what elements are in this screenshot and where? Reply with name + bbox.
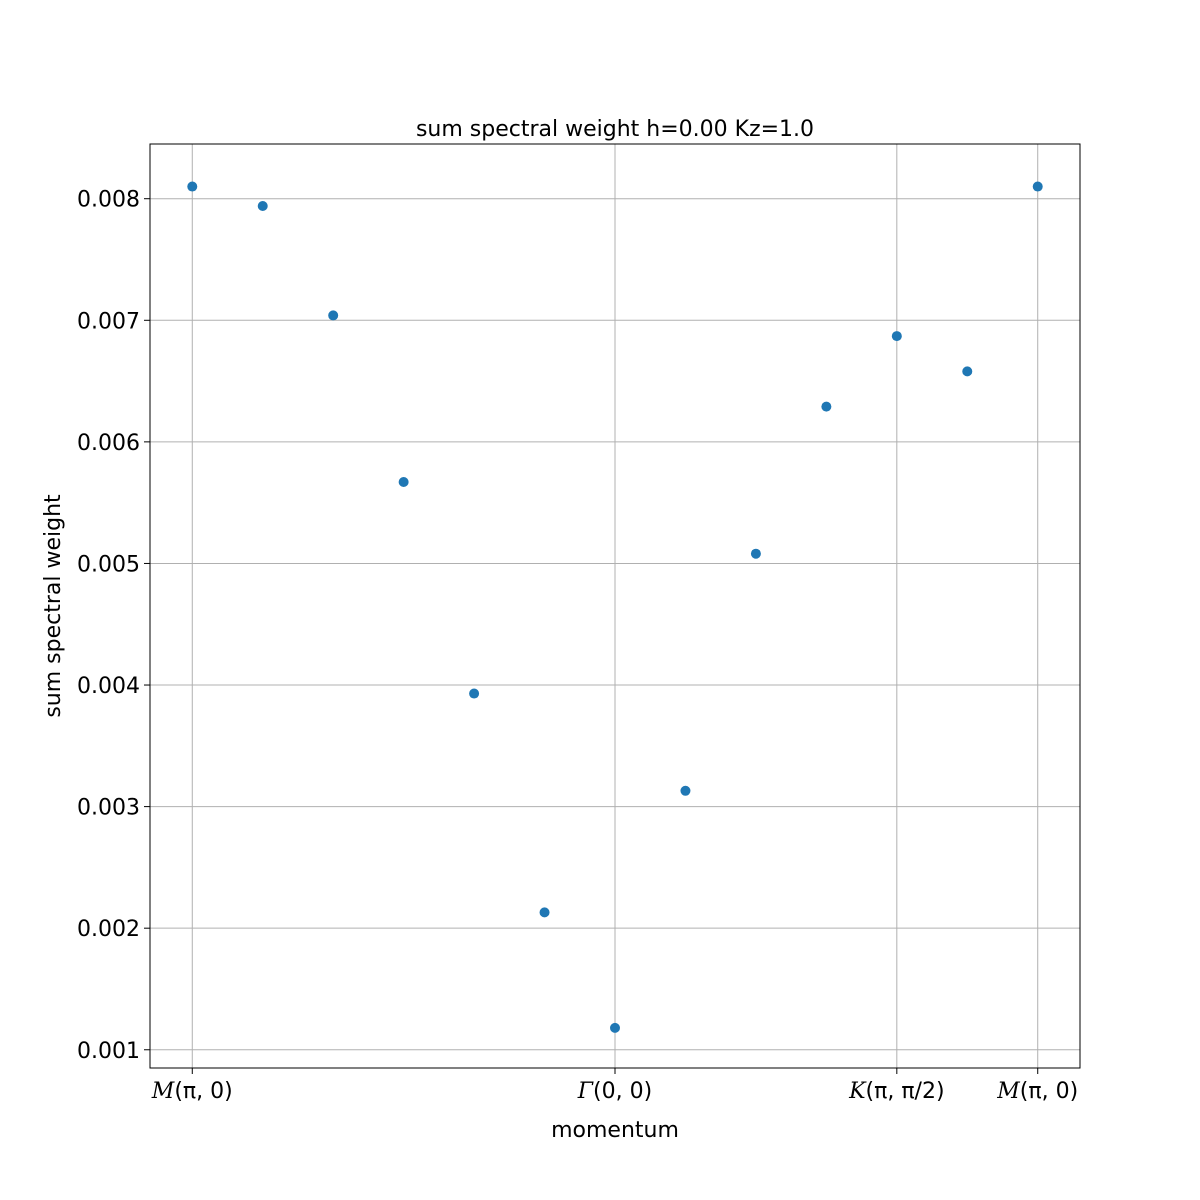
data-point [750,548,761,559]
y-tick-label: 0.006 [77,431,140,456]
x-tick-label: K(π, π/2) [848,1079,945,1104]
y-tick-label: 0.004 [77,674,140,699]
data-point [962,366,973,377]
data-point [187,181,198,192]
y-tick-label: 0.008 [77,188,140,213]
data-point [680,785,691,796]
data-points [187,181,1043,1033]
data-point [821,401,832,412]
y-tick-label: 0.002 [77,917,140,942]
y-axis-ticks: 0.001 0.002 0.003 0.004 0.005 0.006 0.007 0.008 [77,188,150,1064]
chart-title: sum spectral weight h=0.00 Kz=1.0 [416,117,814,142]
x-tick-label: M(π, 0) [151,1079,233,1104]
y-tick-label: 0.005 [77,552,140,577]
grid [150,144,1080,1068]
data-point [398,476,409,487]
y-tick-label: 0.001 [77,1039,140,1064]
y-tick-label: 0.003 [77,796,140,821]
data-point [610,1022,620,1033]
x-axis-ticks: M(π, 0) Γ(0, 0) K(π, π/2) M(π, 0) [151,1068,1078,1104]
data-point [891,331,902,342]
x-axis-label: momentum [551,1118,679,1143]
x-tick-label: M(π, 0) [996,1079,1078,1104]
y-axis-label: sum spectral weight [41,494,66,718]
x-tick-label: Γ(0, 0) [577,1079,652,1104]
data-point [328,310,339,321]
data-point [1032,181,1043,192]
y-tick-label: 0.007 [77,309,140,334]
data-point [469,688,480,699]
data-point [539,907,550,918]
data-point [257,201,268,212]
